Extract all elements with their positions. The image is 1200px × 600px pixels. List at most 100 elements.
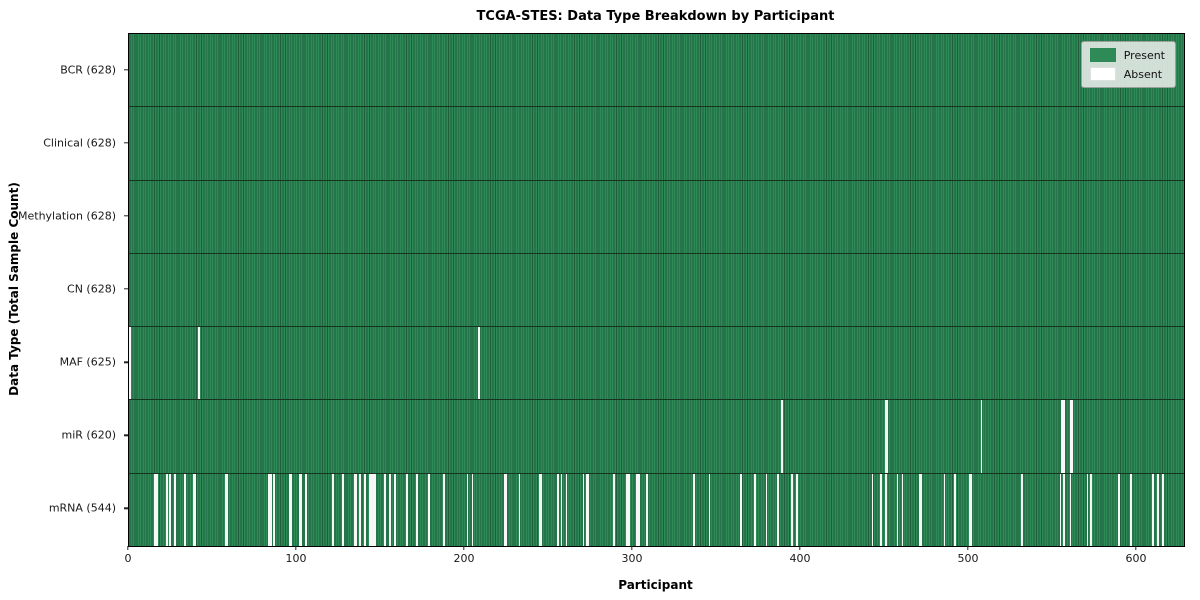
absent-stripe — [753, 473, 756, 546]
absent-stripe — [471, 473, 474, 546]
absent-stripe — [918, 473, 921, 546]
absent-stripe — [780, 400, 783, 473]
absent-stripe — [1089, 473, 1092, 546]
absent-stripe — [1118, 473, 1121, 546]
absent-stripe — [920, 473, 922, 546]
y-tick-mark — [124, 68, 128, 71]
absent-stripe — [884, 400, 887, 473]
absent-stripe — [612, 473, 615, 546]
absent-stripe — [406, 473, 408, 546]
absent-stripe — [901, 473, 904, 546]
absent-stripe — [155, 473, 158, 546]
absent-stripe — [288, 473, 291, 546]
absent-stripe — [560, 473, 563, 546]
absent-stripe — [224, 473, 227, 546]
absent-stripe — [1152, 473, 1154, 546]
legend-label-absent: Absent — [1123, 67, 1163, 81]
absent-stripe — [355, 473, 358, 546]
absent-stripe — [740, 473, 743, 546]
absent-stripe — [646, 473, 649, 546]
heatmap-row-CN — [129, 253, 1184, 328]
y-tick-label: Clinical (628) — [43, 136, 116, 150]
absent-stripe — [871, 473, 874, 546]
legend-item-present: Present — [1089, 48, 1165, 62]
absent-stripe — [384, 473, 387, 546]
absent-stripe — [416, 473, 418, 546]
absent-stripe — [1063, 473, 1065, 546]
absent-stripe — [184, 473, 187, 546]
absent-stripe — [1021, 473, 1023, 546]
x-tick-label: 400 — [789, 552, 811, 565]
absent-stripe — [226, 473, 229, 546]
y-tick-mark — [124, 361, 128, 363]
absent-stripe — [503, 473, 506, 546]
absent-stripe — [374, 473, 376, 546]
absent-stripe — [332, 473, 334, 546]
y-tick-mark — [124, 215, 128, 217]
absent-stripe — [585, 473, 588, 546]
absent-stripe — [270, 473, 272, 546]
x-tick-label: 600 — [1125, 552, 1147, 565]
absent-stripe — [342, 473, 345, 546]
absent-stripe — [478, 327, 481, 400]
absent-stripe — [370, 473, 373, 546]
absent-stripe — [394, 473, 397, 546]
absent-stripe — [1130, 473, 1132, 546]
legend-label-present: Present — [1123, 48, 1165, 62]
legend-item-absent: Absent — [1089, 67, 1165, 81]
y-tick-label: BCR (628) — [60, 63, 116, 77]
absent-stripe — [290, 473, 292, 546]
y-tick-mark — [124, 507, 128, 510]
absent-stripe — [884, 473, 887, 546]
absent-stripe — [538, 473, 541, 546]
x-tick-label: 100 — [285, 552, 307, 565]
absent-stripe — [505, 473, 507, 546]
absent-stripe — [273, 473, 276, 546]
y-tick-label: mRNA (544) — [48, 501, 116, 515]
absent-stripe — [886, 400, 889, 473]
legend-swatch-absent-icon — [1089, 67, 1116, 81]
absent-stripe — [369, 473, 371, 546]
absent-stripe — [169, 473, 171, 546]
x-tick-mark — [799, 546, 801, 550]
absent-stripe — [305, 473, 308, 546]
y-tick-label: miR (620) — [61, 428, 117, 442]
y-tick-label: Methylation (628) — [18, 209, 116, 223]
legend: Present Absent — [1080, 41, 1176, 88]
y-tick-label: MAF (625) — [59, 355, 116, 369]
absent-stripe — [557, 473, 560, 546]
x-tick-mark — [295, 546, 297, 550]
absent-stripe — [626, 473, 628, 546]
heatmap-row-Methylation — [129, 180, 1184, 254]
absent-stripe — [192, 473, 195, 546]
absent-stripe — [165, 473, 168, 546]
y-tick-mark — [124, 434, 128, 436]
absent-stripe — [364, 473, 366, 546]
heatmap-row-Clinical — [129, 107, 1184, 181]
absent-stripe — [1069, 473, 1072, 546]
x-tick-mark — [127, 546, 129, 550]
absent-stripe — [1157, 473, 1159, 546]
absent-stripe — [518, 473, 521, 546]
absent-stripe — [795, 473, 798, 546]
absent-stripe — [970, 473, 973, 546]
absent-stripe — [359, 473, 361, 546]
absent-stripe — [636, 473, 639, 546]
absent-stripe — [1063, 400, 1065, 473]
absent-stripe — [565, 473, 568, 546]
x-tick-mark — [1135, 546, 1137, 550]
heatmap-row-miR — [129, 400, 1184, 474]
absent-stripe — [708, 473, 711, 546]
heatmap-row-MAF — [129, 327, 1184, 401]
absent-stripe — [443, 473, 445, 546]
x-tick-label: 300 — [621, 552, 643, 565]
absent-stripe — [587, 473, 590, 546]
absent-stripe — [194, 473, 197, 546]
x-tick-mark — [463, 546, 465, 550]
y-tick-mark — [124, 142, 128, 144]
x-axis: 0 100 200 300 400 500 600 — [125, 546, 1183, 576]
heatmap-row-BCR — [129, 34, 1184, 108]
absent-stripe — [777, 473, 780, 546]
absent-stripe — [300, 473, 303, 546]
